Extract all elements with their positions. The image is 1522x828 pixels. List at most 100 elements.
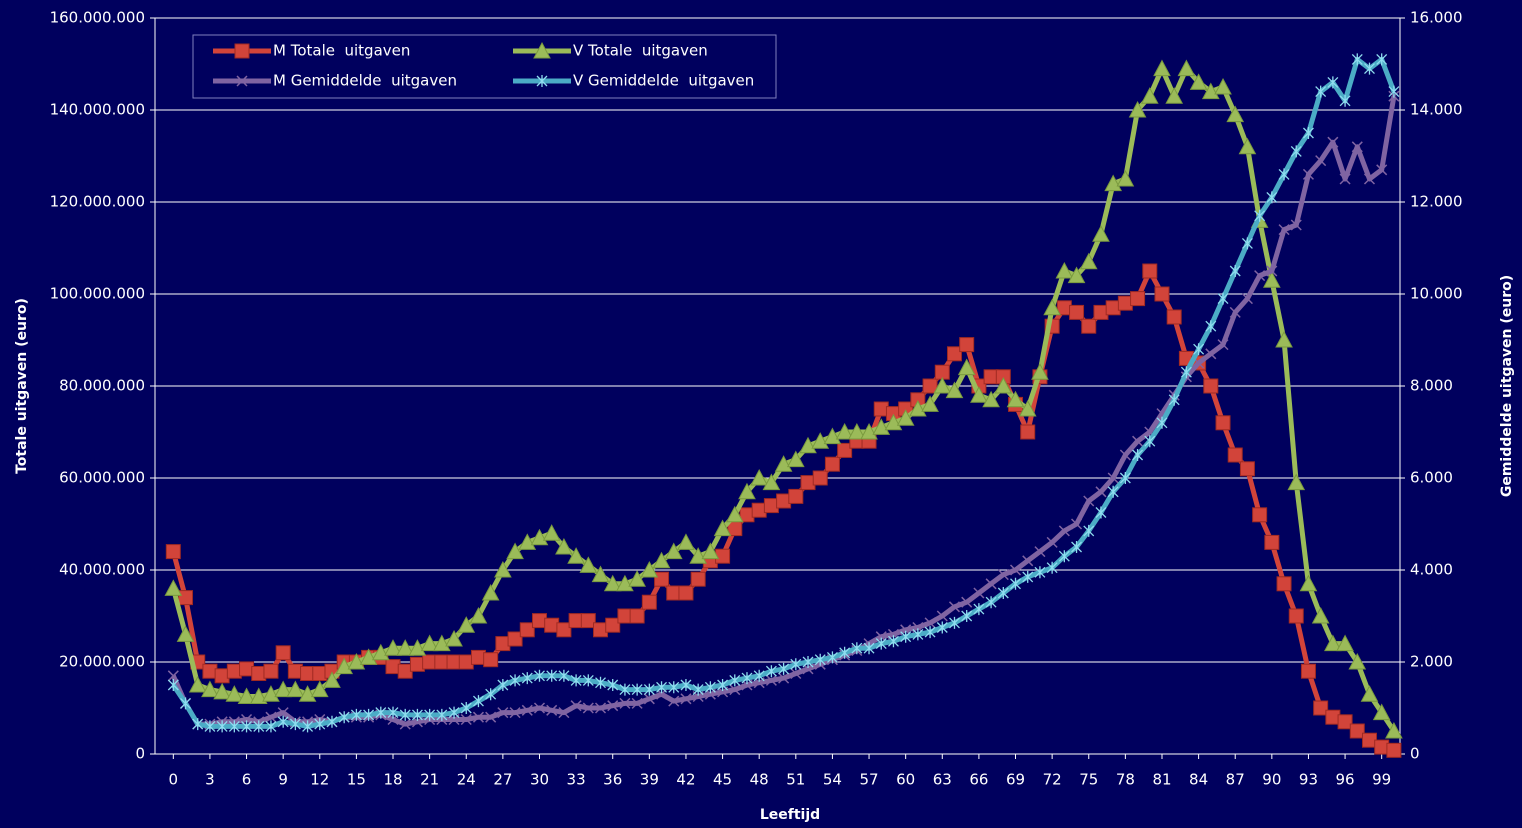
- marker: [1083, 524, 1095, 537]
- marker: [738, 482, 756, 500]
- y2-tick-label: 0: [1410, 745, 1420, 763]
- marker: [1193, 343, 1205, 356]
- marker: [1288, 608, 1304, 624]
- marker: [741, 672, 753, 685]
- marker: [350, 708, 362, 721]
- marker: [1278, 168, 1290, 181]
- marker: [826, 651, 838, 664]
- marker: [433, 634, 451, 652]
- marker: [961, 596, 973, 608]
- marker: [1238, 137, 1257, 155]
- marker: [936, 610, 948, 622]
- marker: [823, 427, 842, 445]
- marker: [640, 560, 659, 578]
- marker: [472, 711, 484, 723]
- marker: [180, 697, 191, 710]
- marker: [265, 720, 277, 733]
- marker: [485, 688, 497, 701]
- marker: [286, 680, 305, 698]
- marker: [582, 702, 594, 714]
- marker: [678, 585, 694, 601]
- marker: [664, 542, 683, 560]
- marker: [1116, 169, 1135, 187]
- marker: [790, 667, 802, 680]
- marker: [384, 639, 402, 656]
- marker: [1276, 576, 1292, 592]
- marker: [387, 706, 399, 719]
- marker: [460, 702, 472, 714]
- x-tick-label: 87: [1226, 771, 1245, 789]
- marker: [973, 603, 985, 616]
- marker: [555, 537, 573, 555]
- marker: [1142, 263, 1158, 279]
- marker: [863, 642, 875, 655]
- y2-tick-label: 6.000: [1410, 469, 1453, 487]
- marker: [228, 720, 240, 733]
- marker: [765, 665, 777, 678]
- marker: [509, 674, 521, 687]
- marker: [973, 587, 985, 599]
- marker: [605, 617, 621, 633]
- marker: [717, 679, 729, 691]
- marker: [1006, 390, 1025, 408]
- marker: [1263, 271, 1281, 288]
- marker: [922, 378, 938, 394]
- marker: [497, 679, 509, 691]
- marker: [164, 579, 183, 596]
- marker: [363, 708, 375, 721]
- marker: [1349, 723, 1365, 739]
- marker: [253, 720, 265, 733]
- marker: [750, 468, 769, 486]
- y2-axis-title: Gemiddelde uitgaven (euro): [1499, 275, 1515, 497]
- marker: [629, 608, 645, 624]
- marker: [982, 390, 1000, 408]
- x-tick-label: 24: [457, 771, 476, 789]
- marker: [558, 707, 570, 719]
- marker: [848, 422, 866, 440]
- marker: [1303, 127, 1314, 139]
- marker: [985, 596, 997, 609]
- marker: [1300, 663, 1316, 679]
- marker: [1071, 541, 1082, 553]
- marker: [619, 697, 631, 709]
- marker: [1290, 219, 1302, 231]
- marker: [457, 616, 476, 633]
- legend-label: M Gemiddelde uitgaven: [273, 72, 457, 90]
- marker: [677, 533, 695, 550]
- marker: [399, 708, 411, 721]
- x-tick-label: 15: [347, 771, 366, 789]
- marker: [277, 715, 289, 728]
- marker: [933, 376, 952, 394]
- marker: [1069, 304, 1085, 320]
- marker: [1031, 363, 1049, 380]
- marker: [1095, 486, 1107, 498]
- marker: [469, 606, 488, 624]
- marker: [347, 652, 366, 670]
- marker: [204, 720, 216, 733]
- marker: [1010, 577, 1021, 590]
- y-axis-title: Totale uitgaven (euro): [14, 298, 30, 474]
- y2-tick-label: 12.000: [1410, 193, 1463, 211]
- x-tick-label: 48: [750, 771, 769, 789]
- marker: [594, 702, 607, 714]
- marker: [263, 663, 279, 679]
- marker: [1201, 82, 1220, 100]
- legend-label: M Totale uitgaven: [273, 42, 410, 60]
- marker: [1266, 191, 1278, 204]
- marker: [335, 657, 354, 675]
- marker: [900, 630, 912, 643]
- marker: [249, 687, 268, 704]
- marker: [1130, 291, 1146, 307]
- marker: [824, 456, 840, 472]
- marker: [799, 436, 817, 454]
- marker: [1239, 461, 1255, 477]
- marker: [1348, 652, 1367, 670]
- marker: [1020, 424, 1036, 440]
- marker: [887, 635, 899, 648]
- marker: [1299, 574, 1318, 592]
- marker: [994, 376, 1013, 394]
- marker: [765, 674, 777, 686]
- marker: [424, 708, 436, 721]
